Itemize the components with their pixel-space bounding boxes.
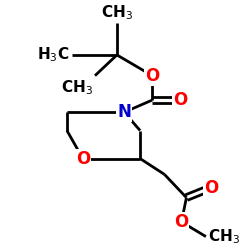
Text: N: N <box>117 103 131 121</box>
Text: O: O <box>76 150 90 168</box>
Text: CH$_3$: CH$_3$ <box>101 3 133 22</box>
Text: O: O <box>204 179 218 197</box>
Text: O: O <box>145 67 160 85</box>
Text: O: O <box>173 91 188 109</box>
Text: CH$_3$: CH$_3$ <box>208 227 240 246</box>
Text: CH$_3$: CH$_3$ <box>60 78 92 97</box>
Text: H$_3$C: H$_3$C <box>37 46 70 64</box>
Text: O: O <box>174 213 189 231</box>
